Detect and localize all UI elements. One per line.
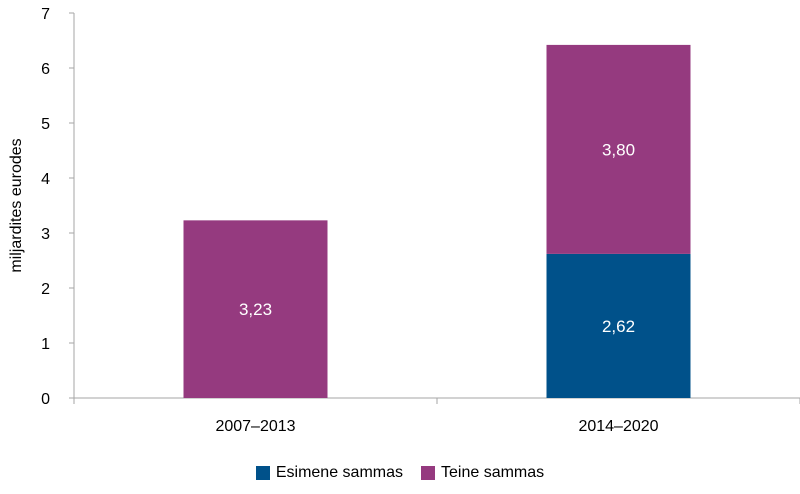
y-axis-title: miljardites eurodes	[8, 138, 25, 272]
y-tick-label-7: 7	[41, 6, 50, 23]
legend-item-series-1: Esimene sammas	[255, 464, 403, 482]
x-tick-label-2: 2014–2020	[578, 418, 658, 435]
legend-label-series-1: Esimene sammas	[275, 464, 403, 481]
stacked-bar-chart: 0 1 2 3 4 5 6 7 miljardites eurodes 2007–2013 2014…	[8, 6, 800, 435]
bar-2-2	[546, 44, 691, 254]
legend-swatch-series-1	[255, 466, 270, 480]
legend-swatch-series-2	[421, 466, 435, 480]
legend: Esimene sammas Teine sammas	[0, 464, 800, 482]
y-tick-label-3: 3	[41, 226, 50, 243]
y-tick-label-6: 6	[41, 61, 50, 78]
labels-layer: 3,23 2,62 3,80	[239, 140, 635, 336]
bars-layer	[183, 44, 691, 398]
y-tick-label-2: 2	[41, 281, 50, 298]
y-tick-label-4: 4	[41, 171, 50, 188]
legend-label-series-2: Teine sammas	[441, 464, 545, 481]
x-tick-label-1: 2007–2013	[215, 418, 295, 435]
bar-1-2	[546, 253, 691, 398]
y-tick-label-0: 0	[41, 391, 50, 408]
y-tick-label-1: 1	[41, 336, 50, 353]
data-label-2-2: 3,80	[602, 140, 635, 159]
data-label-2-1: 3,23	[239, 300, 272, 319]
bar-2-1	[183, 220, 328, 398]
legend-item-series-2: Teine sammas	[421, 464, 544, 482]
data-label-1-2: 2,62	[602, 317, 635, 336]
y-tick-label-5: 5	[41, 116, 50, 133]
